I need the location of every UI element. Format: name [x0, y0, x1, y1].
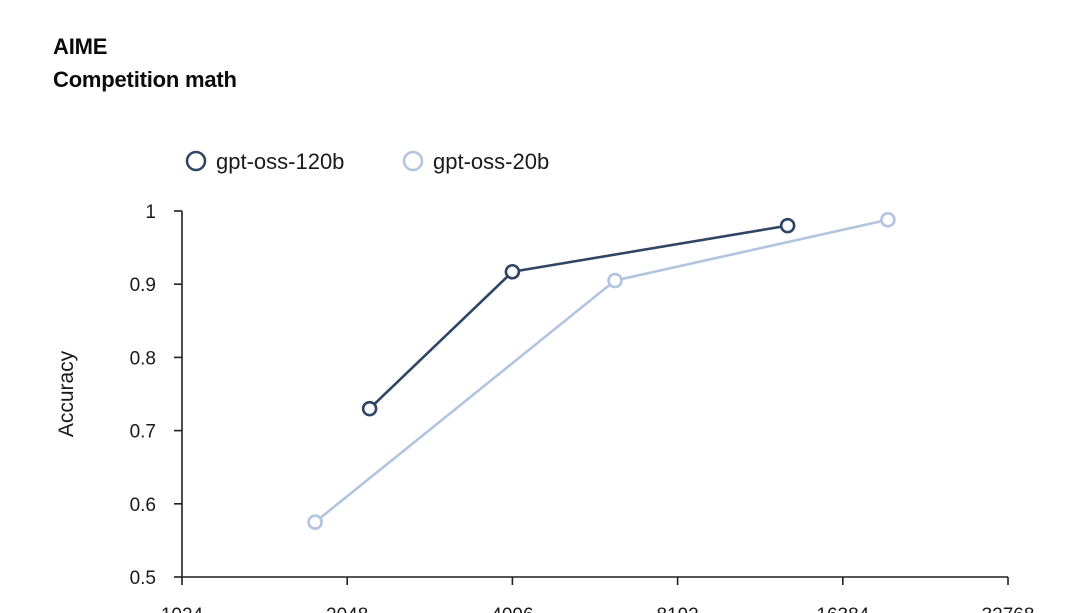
data-point-gpt-oss-20b — [307, 514, 323, 530]
chart-title: AIME — [53, 34, 108, 59]
legend-label-gpt-oss-120b: gpt-oss-120b — [216, 149, 344, 174]
y-axis-title: Accuracy — [55, 350, 78, 437]
x-tick-label: 1024 — [161, 605, 204, 613]
y-tick-label: 0.6 — [130, 495, 156, 516]
y-tick-label: 0.5 — [130, 568, 156, 589]
data-point-gpt-oss-20b — [880, 211, 896, 228]
y-tick-label: 1 — [145, 202, 156, 223]
chart-titles: AIME Competition math — [53, 30, 237, 96]
legend-marker-gpt-oss-120b — [185, 150, 207, 172]
x-tick-label: 2048 — [326, 605, 368, 613]
chart-subtitle: Competition math — [53, 67, 237, 92]
x-tick-label: 8192 — [656, 605, 698, 613]
data-point-gpt-oss-20b — [607, 272, 623, 289]
x-tick-label: 16384 — [816, 605, 869, 613]
legend-marker-gpt-oss-20b — [402, 150, 424, 172]
y-tick-label: 0.7 — [130, 422, 156, 443]
x-tick-label: 4096 — [491, 605, 533, 613]
series-line-gpt-oss-120b — [368, 224, 789, 410]
series-group — [307, 211, 896, 530]
data-point-gpt-oss-120b — [779, 217, 796, 234]
axes: 0.5 0.6 0.7 0.8 0.9 1 1024 2048 4096 8192 16384 327… — [55, 202, 1034, 613]
x-tick-label: 32768 — [982, 605, 1035, 613]
legend: gpt-oss-120b gpt-oss-20b — [185, 149, 549, 174]
y-tick-label: 0.8 — [130, 348, 156, 369]
legend-label-gpt-oss-20b: gpt-oss-20b — [433, 149, 549, 174]
data-point-gpt-oss-120b — [504, 263, 521, 280]
y-tick-label: 0.9 — [130, 275, 156, 296]
data-point-gpt-oss-120b — [361, 400, 378, 417]
series-line-gpt-oss-20b — [313, 218, 890, 524]
